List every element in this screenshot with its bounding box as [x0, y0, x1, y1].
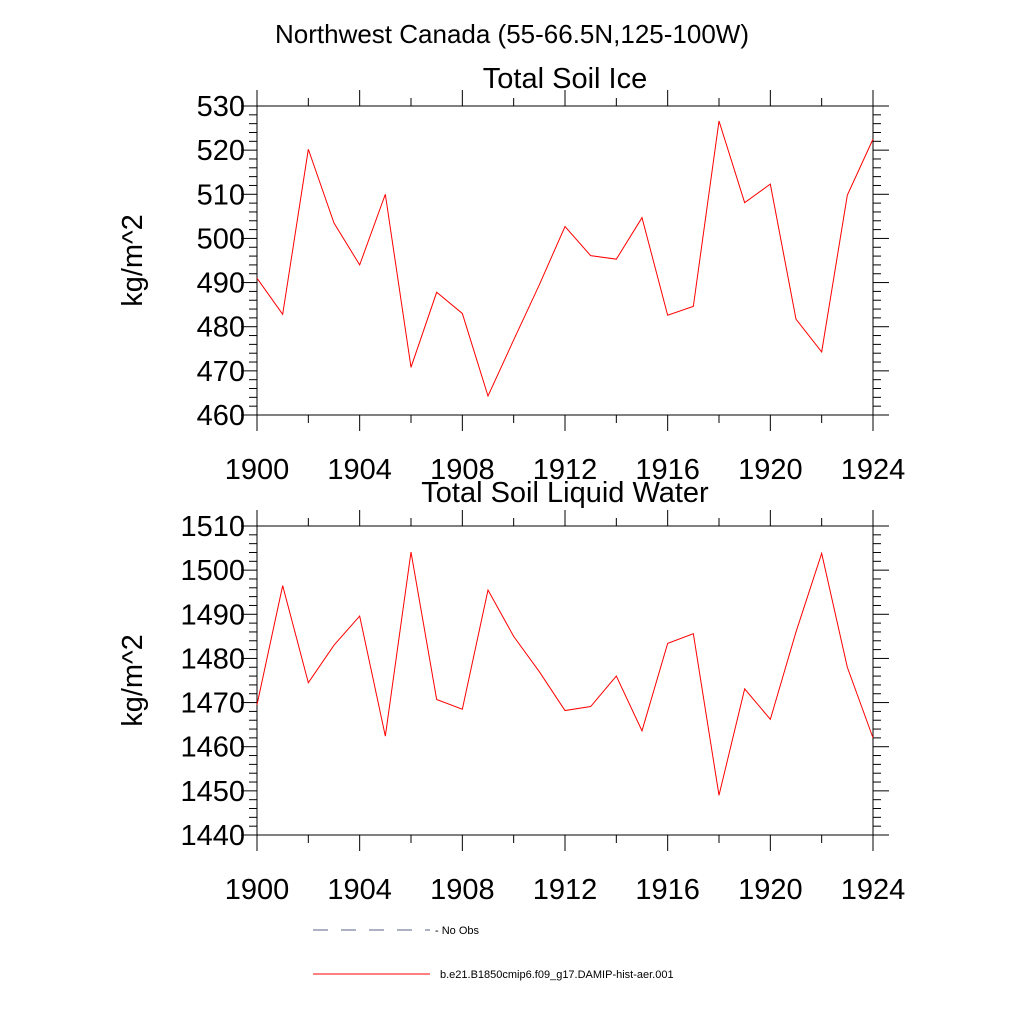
- x-tick-label: 1920: [738, 454, 803, 486]
- y-tick-label: 520: [197, 135, 245, 167]
- x-tick-label: 1900: [225, 874, 290, 906]
- legend-label-series: b.e21.B1850cmip6.f09_g17.DAMIP-hist-aer.…: [440, 969, 674, 981]
- x-tick-label: 1900: [225, 454, 290, 486]
- y-tick-label: 470: [197, 356, 245, 388]
- y-axis-label: kg/m^2: [117, 634, 149, 727]
- y-tick-label: 530: [197, 91, 245, 123]
- legend-label-no-obs: - No Obs: [435, 925, 480, 937]
- x-tick-label: 1912: [533, 454, 598, 486]
- x-tick-label: 1916: [635, 454, 700, 486]
- y-tick-label: 500: [197, 223, 245, 255]
- y-axis-label: kg/m^2: [117, 214, 149, 307]
- panel-title: Total Soil Ice: [483, 63, 647, 95]
- x-tick-label: 1920: [738, 874, 803, 906]
- y-tick-label: 510: [197, 179, 245, 211]
- x-tick-label: 1916: [635, 874, 700, 906]
- y-tick-label: 1510: [180, 511, 245, 543]
- y-tick-label: 1460: [180, 732, 245, 764]
- x-tick-label: 1924: [841, 874, 906, 906]
- series-line: [256, 551, 874, 796]
- y-tick-label: 1490: [180, 599, 245, 631]
- y-tick-label: 1500: [180, 555, 245, 587]
- y-tick-label: 1450: [180, 776, 245, 808]
- y-tick-label: 1480: [180, 643, 245, 675]
- plot-frame: [256, 105, 874, 416]
- panel-total-soil-ice: Total Soil Ice kg/m^2 460 470 480 490 500 510 52…: [117, 63, 905, 486]
- x-tick-label: 1924: [841, 454, 906, 486]
- panel-title: Total Soil Liquid Water: [421, 477, 709, 509]
- x-tick-label: 1908: [430, 454, 495, 486]
- figure-title: Northwest Canada (55-66.5N,125-100W): [275, 19, 749, 49]
- panel-total-soil-liquid-water: Total Soil Liquid Water kg/m^2 1440 1450 146…: [117, 477, 905, 906]
- x-tick-label: 1912: [533, 874, 598, 906]
- y-tick-label: 490: [197, 268, 245, 300]
- x-tick-label: 1904: [327, 874, 392, 906]
- x-tick-label: 1908: [430, 874, 495, 906]
- plot-frame: [256, 525, 874, 836]
- x-tick-label: 1904: [327, 454, 392, 486]
- y-tick-label: 480: [197, 312, 245, 344]
- series-line: [256, 120, 874, 398]
- y-tick-label: 1470: [180, 688, 245, 720]
- y-tick-label: 1440: [180, 820, 245, 852]
- y-tick-label: 460: [197, 400, 245, 432]
- legend: - No Obs b.e21.B1850cmip6.f09_g17.DAMIP-…: [313, 925, 674, 981]
